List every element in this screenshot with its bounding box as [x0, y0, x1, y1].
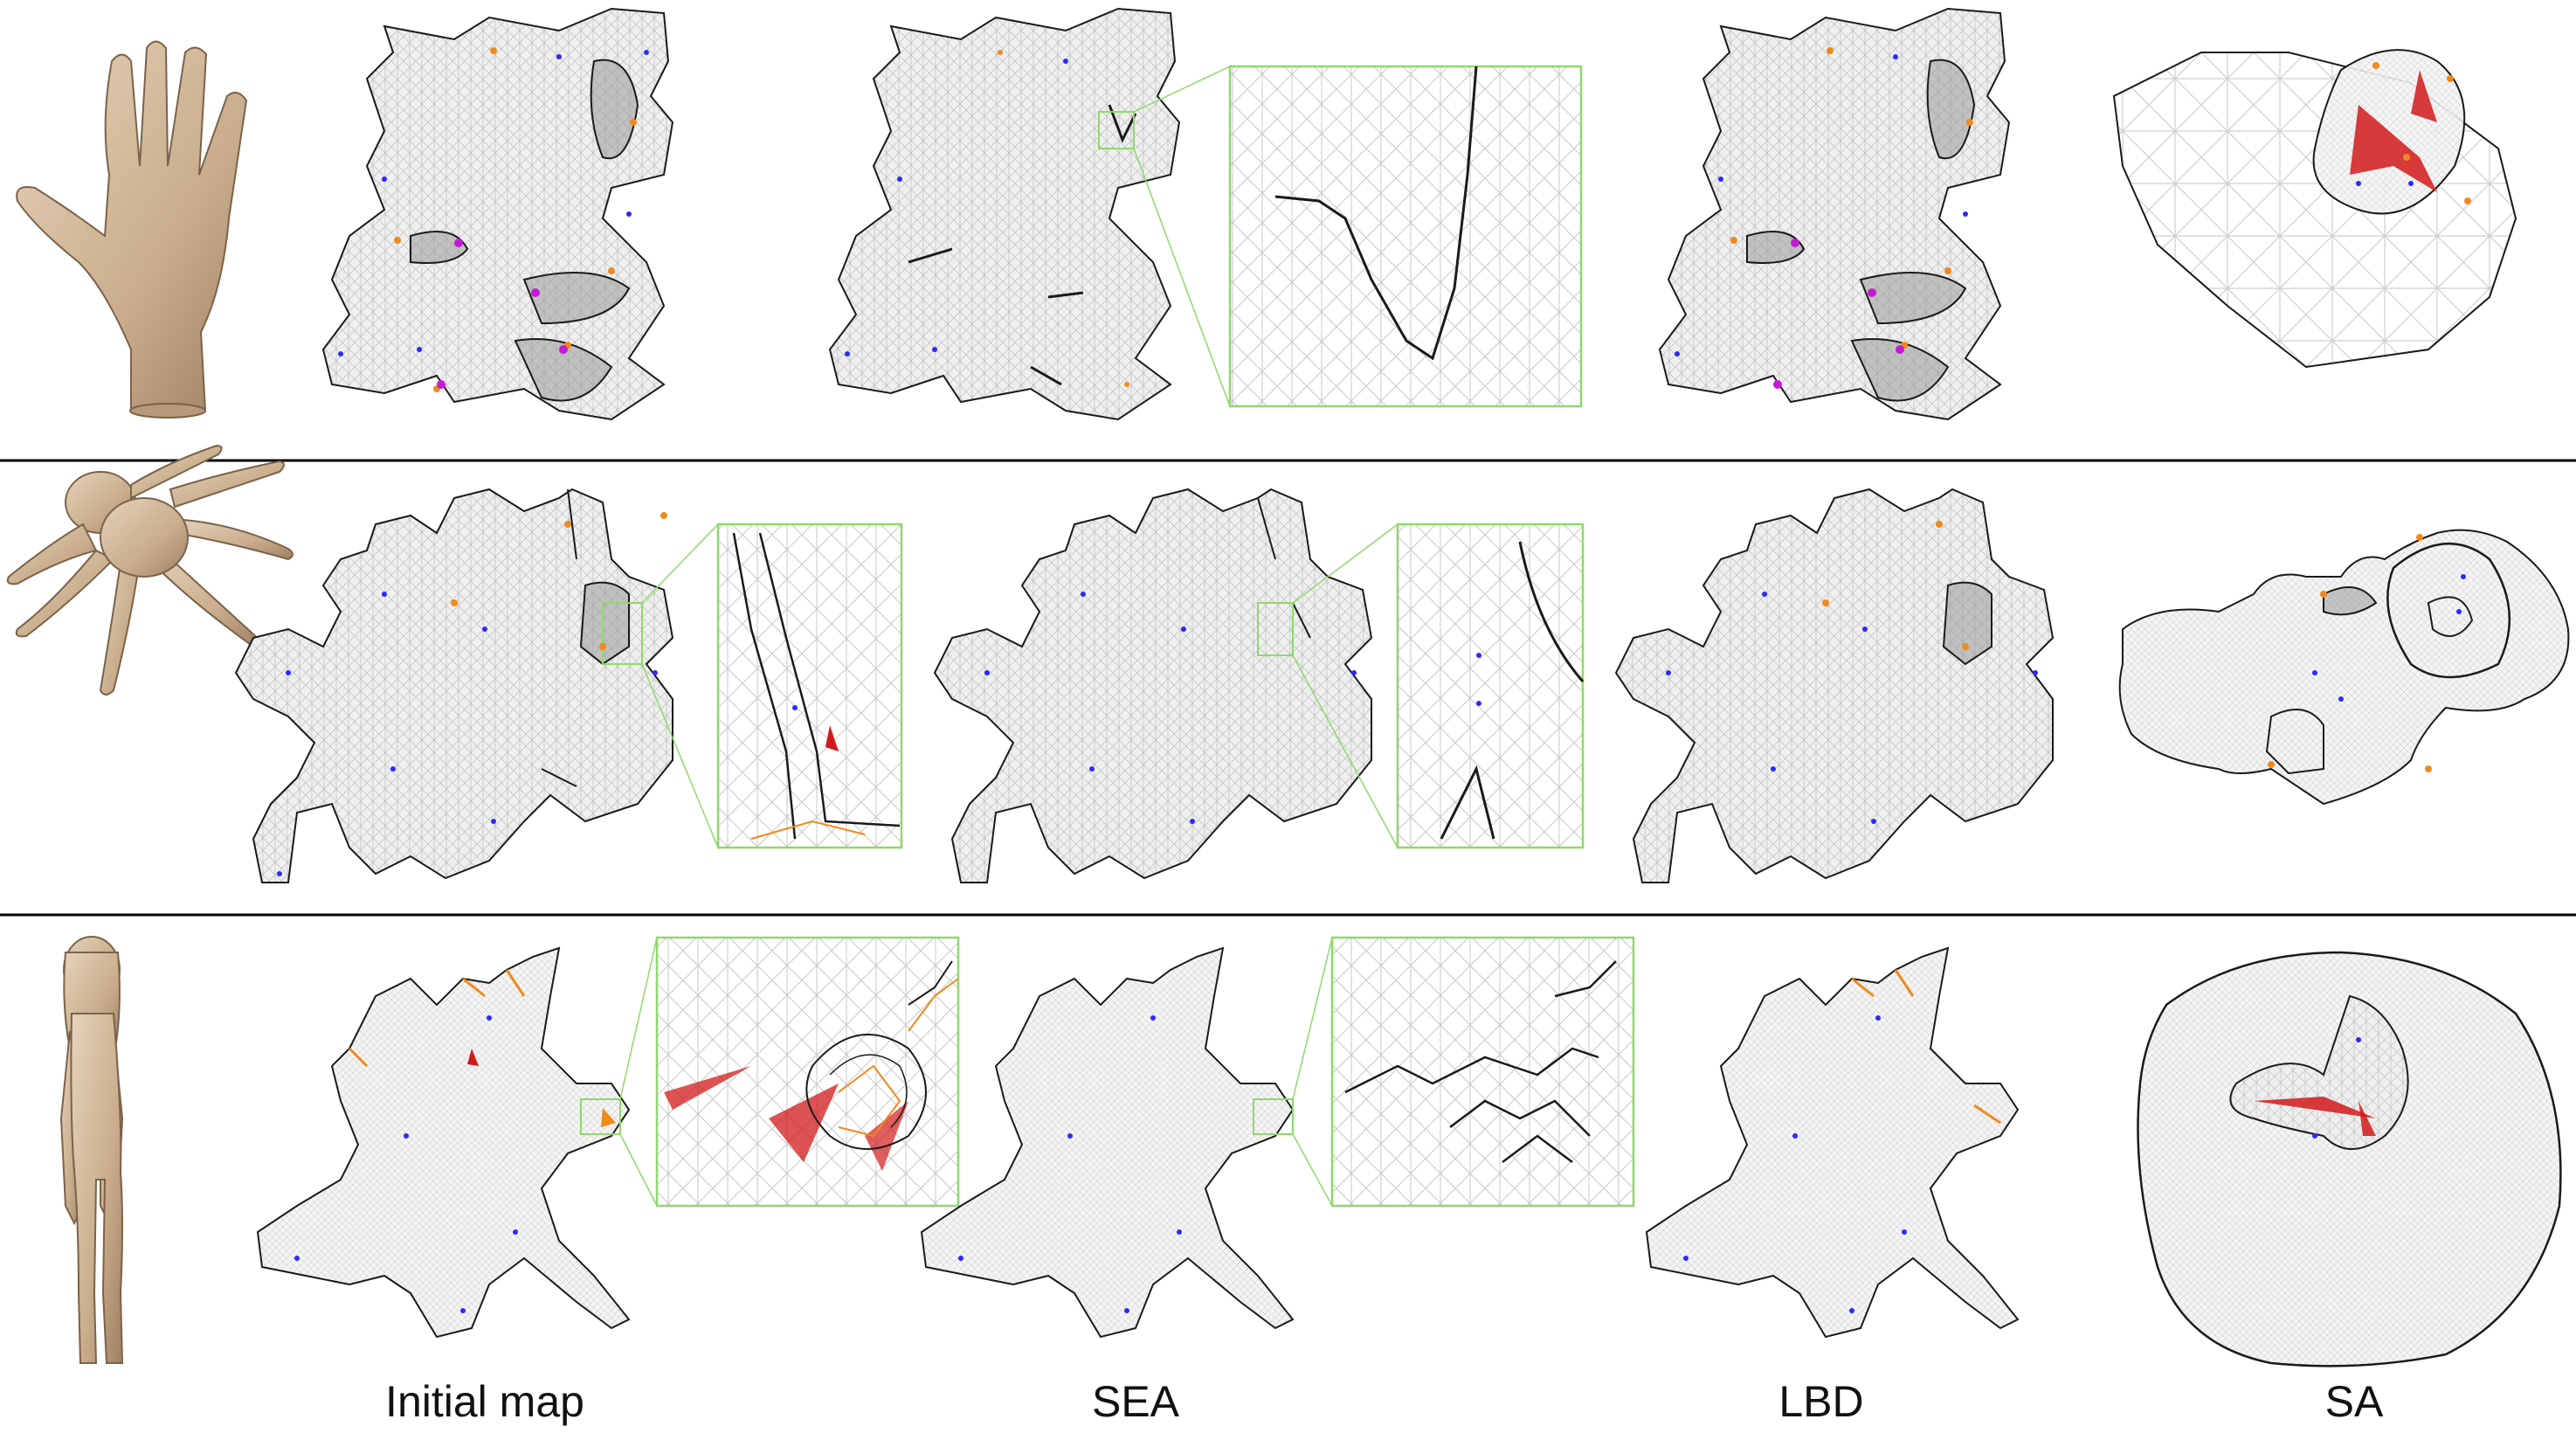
- human-sa-map: [2137, 951, 2562, 1367]
- human-sea-map: [920, 937, 1333, 1339]
- column-label-initial-map: Initial map: [385, 1377, 584, 1426]
- row-human-figure: [59, 936, 2562, 1367]
- row-octopus: [6, 444, 2570, 883]
- column-label-sea: SEA: [1091, 1377, 1180, 1426]
- octopus-model-image: [6, 444, 294, 696]
- octopus-sea-map: [933, 488, 1398, 883]
- octopus-sea-zoom-box: [1257, 602, 1294, 656]
- human-lbd-map: [1645, 946, 2020, 1339]
- octopus-sea-zoom-inset: [1396, 523, 1585, 849]
- human-sea-zoom-inset: [1330, 936, 1635, 1208]
- octopus-sa-map: [2118, 529, 2570, 806]
- human-initial-map: [256, 937, 658, 1339]
- hand-sea-zoom-box: [1098, 111, 1135, 149]
- human-initial-zoom-box: [580, 1098, 621, 1135]
- hand-model-image: [16, 40, 248, 419]
- hand-lbd-map: [1658, 7, 2011, 421]
- hand-sea-zoom-inset: [1228, 65, 1583, 408]
- human-sea-zoom-box: [1253, 1098, 1294, 1135]
- human-initial-zoom-inset: [655, 936, 960, 1208]
- column-label-lbd: LBD: [1778, 1377, 1864, 1426]
- hand-sa-map: [2112, 49, 2517, 369]
- octopus-lbd-map: [1614, 488, 2055, 883]
- human-figure-model-image: [59, 936, 124, 1364]
- octopus-initial-zoom-inset: [716, 523, 903, 849]
- octopus-initial-zoom-box: [602, 602, 643, 665]
- row-hand: [16, 7, 2517, 421]
- column-label-sa: SA: [2324, 1377, 2384, 1426]
- hand-sea-map: [828, 7, 1231, 421]
- octopus-initial-map: [234, 488, 719, 883]
- hand-initial-map: [321, 7, 674, 421]
